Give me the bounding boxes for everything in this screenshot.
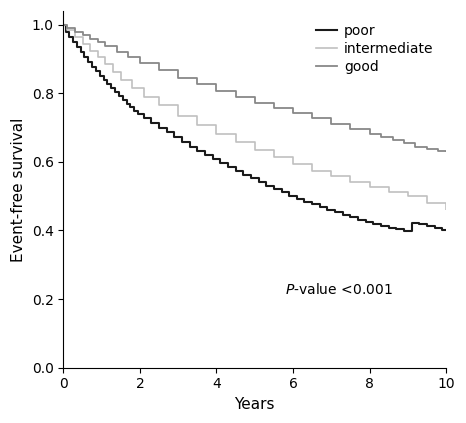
Y-axis label: Event-free survival: Event-free survival	[11, 117, 26, 261]
X-axis label: Years: Years	[234, 397, 275, 412]
Text: $\it{P}$-value <0.001: $\it{P}$-value <0.001	[285, 282, 393, 297]
Legend: poor, intermediate, good: poor, intermediate, good	[311, 18, 439, 80]
